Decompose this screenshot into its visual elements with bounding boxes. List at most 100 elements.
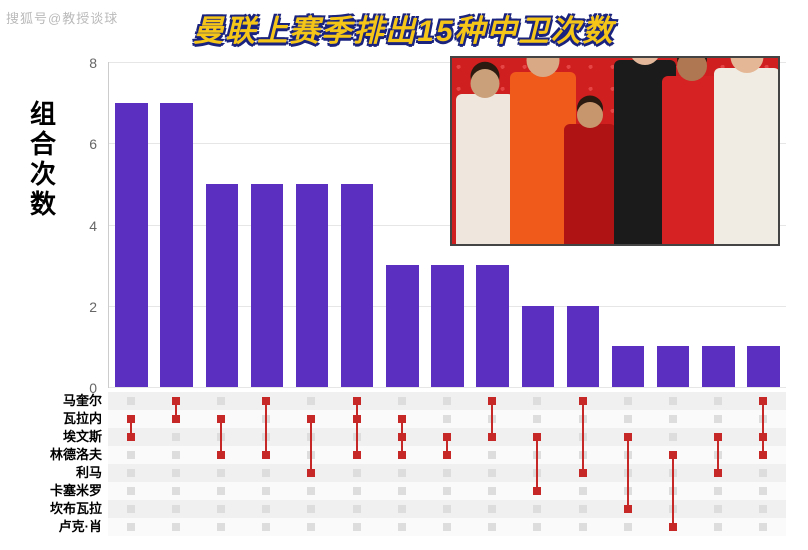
matrix-connector [265, 401, 267, 455]
matrix-connector [672, 455, 674, 527]
matrix-dot-empty [624, 523, 632, 531]
matrix-dot-empty [759, 487, 767, 495]
matrix-dot-fill [714, 469, 722, 477]
inset-photo [450, 56, 780, 246]
matrix-dot-fill [307, 415, 315, 423]
bar [522, 306, 554, 387]
matrix-row: 马奎尔 [108, 392, 786, 410]
matrix-dot-empty [127, 397, 135, 405]
matrix-dot-empty [398, 469, 406, 477]
matrix-dot-fill [127, 415, 135, 423]
chart-title: 曼联上赛季排出15种中卫次数 [0, 6, 808, 50]
matrix-dot-empty [714, 487, 722, 495]
matrix-row: 利马 [108, 464, 786, 482]
matrix-dot-empty [488, 487, 496, 495]
matrix-dot-empty [714, 397, 722, 405]
matrix-dot-empty [759, 469, 767, 477]
matrix-connector [356, 401, 358, 455]
matrix-dot-empty [714, 523, 722, 531]
bar [115, 103, 147, 387]
matrix-dot-empty [172, 469, 180, 477]
matrix-dot-empty [127, 505, 135, 513]
matrix-dot-empty [443, 397, 451, 405]
matrix-dot-fill [172, 397, 180, 405]
matrix-dot-empty [307, 487, 315, 495]
matrix-dot-empty [533, 415, 541, 423]
matrix-dot-empty [172, 451, 180, 459]
matrix-row: 卢克·肖 [108, 518, 786, 536]
matrix-dot-empty [533, 397, 541, 405]
matrix-dot-fill [624, 505, 632, 513]
matrix-dot-empty [443, 505, 451, 513]
matrix-connector [582, 401, 584, 473]
matrix-dot-empty [533, 505, 541, 513]
matrix-dot-empty [579, 523, 587, 531]
matrix-dot-empty [127, 451, 135, 459]
bar [657, 346, 689, 387]
bar [567, 306, 599, 387]
matrix-dot-empty [262, 523, 270, 531]
matrix-dot-fill [669, 451, 677, 459]
matrix-dot-fill [398, 451, 406, 459]
bar [702, 346, 734, 387]
matrix-dot-empty [217, 469, 225, 477]
matrix-dot-empty [488, 523, 496, 531]
matrix-dot-empty [488, 469, 496, 477]
matrix-dot-empty [579, 487, 587, 495]
bar [160, 103, 192, 387]
matrix-dot-fill [759, 433, 767, 441]
matrix-dot-empty [759, 523, 767, 531]
bar [206, 184, 238, 387]
inset-person [456, 94, 514, 244]
matrix-dot-empty [624, 397, 632, 405]
matrix-dot-fill [217, 451, 225, 459]
matrix-dot-empty [353, 487, 361, 495]
matrix-connector [310, 419, 312, 473]
matrix-dot-empty [353, 505, 361, 513]
grid-line: 0 [109, 387, 786, 388]
matrix-dot-fill [398, 415, 406, 423]
bar [296, 184, 328, 387]
inset-person [714, 68, 780, 244]
matrix-dot-empty [127, 523, 135, 531]
matrix-dot-fill [353, 451, 361, 459]
matrix-dot-fill [307, 469, 315, 477]
matrix-dot-empty [172, 505, 180, 513]
matrix-dot-empty [443, 487, 451, 495]
matrix-dot-empty [307, 505, 315, 513]
matrix-dot-fill [714, 433, 722, 441]
matrix-dot-fill [759, 397, 767, 405]
player-label: 卡塞米罗 [50, 482, 102, 500]
matrix-dot-empty [307, 523, 315, 531]
inset-person [662, 76, 722, 244]
matrix-dot-fill [488, 433, 496, 441]
matrix-connector [491, 401, 493, 437]
matrix-dot-empty [669, 433, 677, 441]
player-label: 埃文斯 [63, 428, 102, 446]
matrix-dot-empty [353, 523, 361, 531]
player-label: 卢克·肖 [59, 518, 102, 536]
matrix-dot-empty [669, 397, 677, 405]
matrix-dot-empty [217, 505, 225, 513]
matrix-dot-empty [172, 487, 180, 495]
matrix-connector [627, 437, 629, 509]
matrix-dot-fill [533, 487, 541, 495]
player-label: 坎布瓦拉 [50, 500, 102, 518]
y-tick-label: 4 [89, 218, 97, 234]
matrix-dot-empty [488, 505, 496, 513]
matrix-dot-fill [262, 451, 270, 459]
inset-person [564, 124, 616, 244]
matrix-dot-empty [262, 469, 270, 477]
matrix-dot-empty [127, 469, 135, 477]
matrix-dot-empty [353, 469, 361, 477]
matrix-connector [536, 437, 538, 491]
matrix-dot-fill [443, 433, 451, 441]
matrix-row: 坎布瓦拉 [108, 500, 786, 518]
matrix-dot-fill [624, 433, 632, 441]
player-label: 马奎尔 [63, 392, 102, 410]
matrix-dot-fill [759, 451, 767, 459]
matrix-dot-empty [398, 505, 406, 513]
matrix-dot-empty [579, 505, 587, 513]
bar [476, 265, 508, 387]
matrix-dot-empty [398, 523, 406, 531]
